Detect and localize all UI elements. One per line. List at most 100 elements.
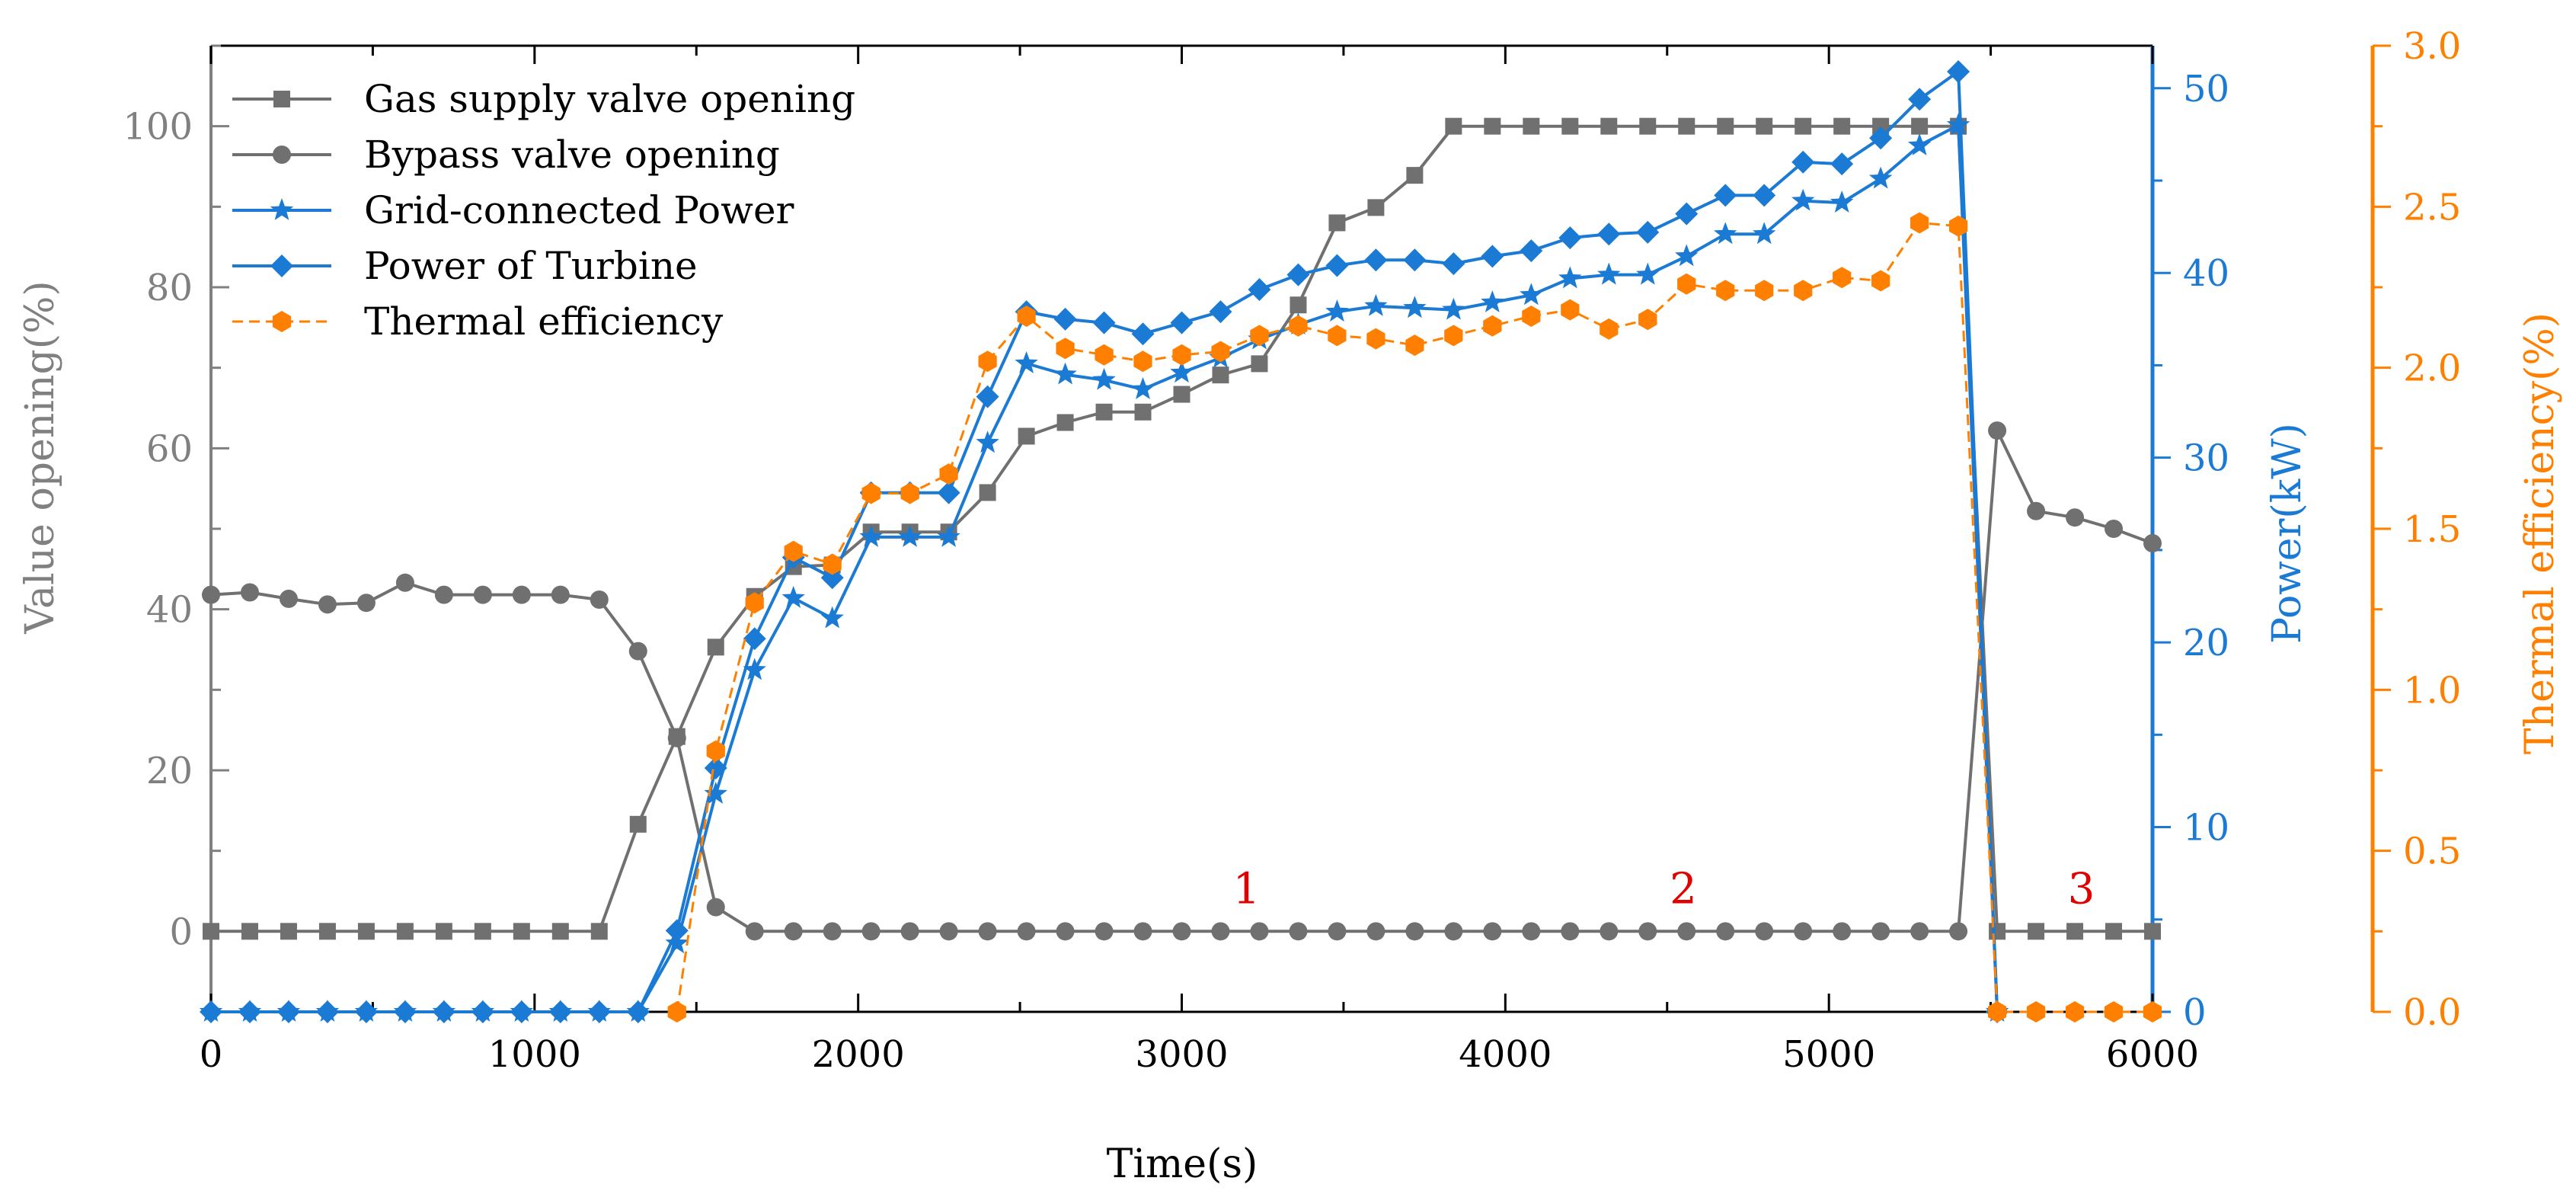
data-point — [1134, 403, 1152, 421]
data-point — [1988, 421, 2007, 440]
data-point — [1949, 922, 1968, 941]
data-point — [1639, 117, 1657, 135]
data-point — [1133, 922, 1152, 941]
legend-item: Thermal efficiency — [232, 299, 724, 344]
data-point — [1830, 152, 1854, 176]
data-point — [548, 1000, 572, 1023]
data-point — [1056, 922, 1075, 941]
data-point — [823, 553, 842, 575]
data-point — [1523, 117, 1540, 135]
data-point — [1289, 922, 1308, 941]
data-point — [513, 923, 530, 940]
data-point — [1442, 297, 1465, 320]
series-1-group — [202, 421, 2162, 941]
data-point — [1520, 283, 1543, 306]
left-tick-label: 20 — [146, 750, 193, 792]
data-point — [1250, 922, 1269, 941]
data-point — [1716, 280, 1735, 302]
data-point — [979, 484, 996, 501]
data-point — [396, 923, 414, 940]
legend: Gas supply valve opening Bypass valve ope… — [232, 77, 855, 344]
data-point — [241, 923, 258, 940]
data-point — [1445, 117, 1462, 135]
data-point — [1172, 922, 1191, 941]
data-point — [667, 1001, 686, 1023]
data-point — [1248, 278, 1271, 302]
data-point — [1289, 315, 1308, 337]
series-4-group — [667, 212, 2162, 1023]
data-point — [1017, 306, 1036, 327]
data-point — [1364, 293, 1388, 316]
data-point — [1286, 263, 1310, 286]
data-point — [1212, 366, 1229, 384]
region-label: 2 — [1670, 864, 1697, 914]
data-point — [1791, 188, 1815, 211]
data-point — [1600, 922, 1619, 941]
data-point — [238, 1000, 261, 1023]
data-point — [1872, 117, 1890, 135]
data-point — [1328, 325, 1347, 347]
data-point — [820, 606, 844, 629]
far-right-axis-title: Thermal efficiency(%) — [2517, 312, 2563, 754]
data-point — [1325, 299, 1349, 322]
data-point — [2105, 520, 2124, 538]
data-point — [900, 482, 919, 504]
data-point — [2028, 923, 2045, 940]
data-point — [1561, 117, 1579, 135]
data-point — [823, 922, 842, 941]
data-point — [976, 430, 999, 453]
data-point — [626, 1000, 650, 1023]
data-point — [1366, 922, 1385, 941]
data-point — [745, 922, 764, 941]
data-point — [704, 781, 727, 804]
data-point — [1017, 922, 1036, 941]
data-point — [1795, 117, 1812, 135]
data-point — [1911, 117, 1929, 135]
data-point — [2065, 1001, 2085, 1023]
data-point — [1211, 341, 1230, 363]
legend-item: Bypass valve opening — [232, 133, 780, 177]
data-point — [1716, 922, 1735, 941]
data-point — [473, 585, 492, 604]
left-tick-label: 80 — [146, 267, 193, 309]
data-point — [1405, 922, 1424, 941]
data-point — [1755, 922, 1774, 941]
data-point — [393, 1000, 417, 1023]
data-point — [471, 1000, 494, 1023]
data-point — [1833, 117, 1851, 135]
data-point — [1949, 215, 1968, 237]
x-tick-label: 1000 — [488, 1033, 581, 1076]
data-point — [667, 728, 686, 747]
data-point — [1989, 923, 2006, 940]
right-tick-label: 40 — [2183, 252, 2229, 295]
data-point — [1056, 338, 1075, 360]
data-point — [861, 482, 881, 504]
data-point — [474, 923, 491, 940]
data-point — [1597, 222, 1621, 246]
data-point — [1756, 117, 1773, 135]
data-point — [357, 923, 375, 940]
legend-label: Grid-connected Power — [364, 188, 794, 232]
data-point — [315, 1000, 339, 1023]
legend-label: Thermal efficiency — [364, 299, 724, 344]
data-point — [898, 524, 922, 547]
data-point — [1444, 922, 1463, 941]
legend-label: Bypass valve opening — [364, 133, 780, 177]
data-point — [590, 923, 608, 940]
right-tick-label: 30 — [2183, 437, 2229, 480]
data-point — [1636, 220, 1660, 244]
data-point — [784, 540, 803, 562]
data-point — [1910, 922, 1929, 941]
far-right-tick-label: 0.5 — [2403, 831, 2461, 873]
region-label: 1 — [1233, 864, 1261, 914]
x-tick-label: 5000 — [1782, 1033, 1875, 1076]
data-point — [1678, 117, 1695, 135]
data-point — [1325, 254, 1349, 277]
data-point — [937, 524, 960, 547]
data-point — [707, 639, 724, 656]
data-point — [1056, 414, 1074, 431]
far-right-tick-label: 3.0 — [2403, 25, 2461, 68]
right-tick-label: 0 — [2183, 991, 2207, 1034]
legend-label: Gas supply valve opening — [364, 77, 855, 121]
